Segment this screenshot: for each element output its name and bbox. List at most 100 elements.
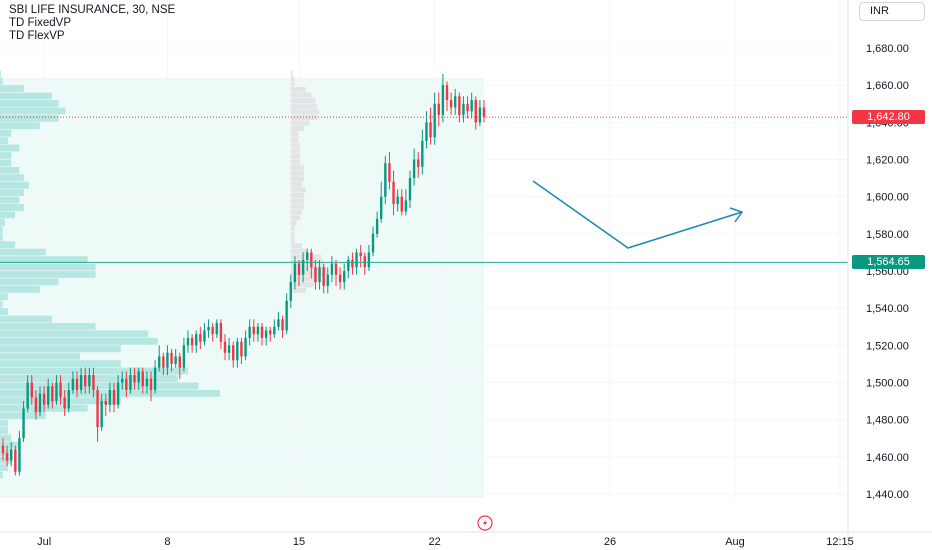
flex-profile-bar: [290, 103, 318, 109]
flex-profile-bar: [290, 220, 297, 226]
candle-body: [322, 267, 325, 286]
lightning-icon[interactable]: [477, 515, 493, 531]
volume-profile-bar: [0, 293, 8, 301]
projection-arrow[interactable]: [532, 180, 743, 249]
volume-profile-bar: [0, 196, 20, 204]
candle-body: [88, 375, 91, 387]
flex-profile-bar: [290, 209, 303, 215]
candle-body: [55, 382, 58, 402]
candle-body: [384, 163, 387, 197]
candle-body: [449, 100, 453, 108]
candle-body: [417, 159, 420, 167]
candle-body: [297, 263, 301, 275]
candle-body: [79, 375, 83, 390]
price-tick-label: 1,660.00: [866, 80, 909, 92]
candle-body: [437, 103, 440, 115]
volume-profile-bar: [0, 315, 53, 323]
candle-body: [203, 330, 206, 342]
candle-body: [478, 107, 482, 123]
flex-profile-bar: [290, 176, 305, 182]
candle-body: [51, 386, 54, 402]
currency-selector[interactable]: INR: [859, 2, 925, 21]
time-axis[interactable]: Jul 8 15 22 26 Aug 12:15: [0, 531, 932, 548]
volume-profile-bar: [0, 174, 24, 182]
flex-profile-bar: [290, 87, 306, 93]
candle-body: [380, 196, 383, 219]
volume-profile-bar: [0, 181, 29, 189]
candle-body: [137, 371, 140, 383]
symbol-title[interactable]: SBI LIFE INSURANCE, 30, NSE: [9, 4, 176, 16]
candle-body: [363, 256, 366, 268]
candle-body: [454, 96, 457, 108]
volume-profile-bar: [0, 204, 24, 211]
indicator-fixedvp[interactable]: TD FixedVP: [9, 17, 71, 29]
candle-body: [388, 163, 391, 182]
candle-body: [10, 449, 13, 461]
flex-profile-bar: [290, 231, 295, 238]
chart-legend: SBI LIFE INSURANCE, 30, NSE TD FixedVP T…: [9, 4, 175, 43]
candle-body: [178, 356, 181, 368]
flex-profile-bar: [290, 170, 305, 176]
candle-body: [232, 345, 235, 361]
candle-body: [199, 334, 202, 342]
candle-body: [158, 356, 161, 368]
candle-body: [281, 319, 284, 331]
candle-body: [400, 196, 403, 212]
volume-profile-bar: [0, 427, 8, 434]
candle-body: [264, 330, 268, 338]
candle-body: [277, 319, 280, 327]
volume-profile-bar: [0, 256, 88, 263]
price-axis[interactable]: 1,680.001,660.001,640.001,620.001,600.00…: [847, 0, 909, 550]
volume-profile-bar: [0, 248, 46, 256]
flex-profile-bar: [290, 109, 320, 115]
time-tick-label: 15: [293, 536, 305, 548]
candle-body: [347, 259, 350, 271]
candle-body: [96, 389, 99, 428]
volume-profile-bar: [0, 152, 12, 159]
volume-profile-bar: [0, 241, 16, 249]
candle-body: [14, 449, 17, 472]
candle-body: [162, 356, 165, 368]
candle-body: [116, 382, 120, 405]
price-tick-label: 1,440.00: [866, 489, 909, 501]
poc-price-tag: 1,564.65: [852, 255, 925, 270]
candle-body: [458, 96, 461, 115]
flex-profile-bar: [290, 181, 303, 187]
fixed-volume-profile-area: [0, 78, 484, 498]
candle-body: [182, 345, 186, 368]
time-tick-label: 22: [429, 536, 441, 548]
candle-body: [470, 100, 473, 112]
candle-body: [67, 389, 70, 409]
volume-profile-bar: [0, 471, 3, 479]
volume-profile-bar: [0, 278, 59, 286]
flex-profile-bar: [290, 165, 305, 171]
candle-body: [392, 181, 395, 205]
candle-body: [314, 267, 317, 283]
indicator-flexvp[interactable]: TD FlexVP: [9, 30, 65, 42]
candle-body: [26, 382, 29, 409]
candle-body: [396, 196, 399, 205]
flex-profile-bar: [290, 198, 305, 204]
candle-body: [301, 259, 305, 275]
volume-profile-bar: [0, 367, 188, 375]
candle-body: [92, 375, 95, 390]
candle-body: [47, 386, 50, 405]
candle-body: [215, 323, 218, 335]
flex-profile-bar: [290, 192, 305, 199]
volume-profile-bar: [0, 337, 158, 345]
candle-body: [227, 345, 231, 353]
volume-profile-bar: [0, 218, 5, 226]
volume-profile-bar: [0, 166, 20, 174]
price-tick-label: 1,480.00: [866, 415, 909, 427]
flex-profile-bar: [290, 243, 303, 249]
candle-body: [129, 375, 132, 390]
candle-body: [248, 326, 251, 338]
candle-body: [474, 100, 477, 123]
candle-body: [367, 252, 371, 268]
volume-profile-bar: [0, 345, 121, 353]
volume-profile-bar: [0, 77, 3, 85]
flex-profile-bar: [290, 131, 299, 137]
candle-body: [371, 233, 375, 253]
flex-profile-bar: [290, 271, 327, 277]
